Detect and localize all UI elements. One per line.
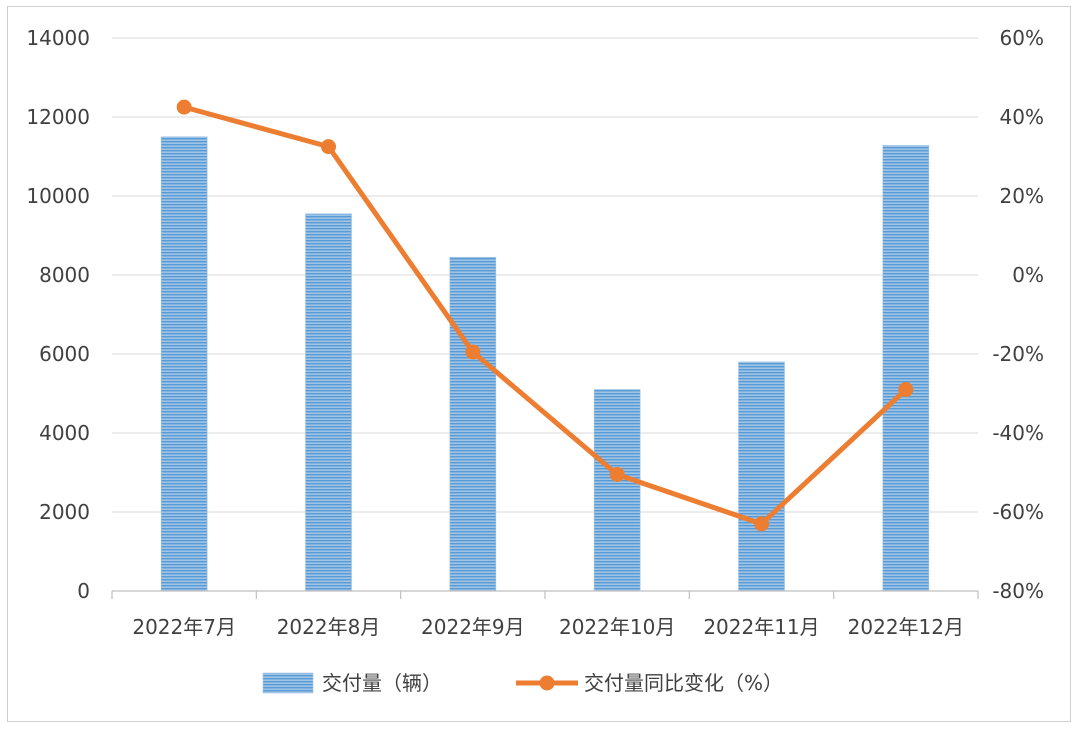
y-right-tick-label: -80% <box>992 579 1044 603</box>
y-left-tick-label: 0 <box>77 579 90 603</box>
legend-bar-label: 交付量（辆） <box>322 671 442 695</box>
bar <box>738 361 785 592</box>
bar <box>882 145 930 592</box>
line-point <box>754 516 769 532</box>
x-tick-label: 2022年9月 <box>421 615 525 639</box>
y-left-tick-label: 14000 <box>26 26 90 50</box>
axes: 0 -80% 2000 -60% 4000 -40% 6000 -20% 8000 0% 10000… <box>26 26 1044 639</box>
y-right-tick-label: 40% <box>1000 105 1044 129</box>
line-point <box>176 99 192 115</box>
legend-line-marker <box>539 675 555 691</box>
legend-bar-swatch <box>262 672 314 694</box>
gridlines <box>112 37 978 513</box>
y-right-tick-label: 20% <box>1000 184 1044 208</box>
y-right-tick-label: 0% <box>1012 263 1044 287</box>
legend-line-label: 交付量同比变化（%） <box>584 671 783 695</box>
line-point <box>321 139 336 155</box>
line-series <box>176 99 914 532</box>
y-left-tick-label: 12000 <box>26 105 90 129</box>
x-tick-label: 2022年8月 <box>277 615 381 639</box>
x-tick-label: 2022年12月 <box>848 615 964 639</box>
line-path <box>181 104 909 527</box>
bar <box>160 136 208 592</box>
bar <box>593 389 641 592</box>
y-right-tick-label: -20% <box>992 342 1044 366</box>
y-left-tick-label: 4000 <box>39 421 90 445</box>
y-left-tick-label: 10000 <box>26 184 90 208</box>
bar-series <box>160 136 930 592</box>
x-tick-label: 2022年10月 <box>559 615 675 639</box>
line-point <box>898 382 914 398</box>
y-right-tick-label: -60% <box>992 500 1044 524</box>
bar <box>305 213 352 592</box>
y-left-tick-label: 2000 <box>39 500 90 524</box>
y-left-tick-label: 6000 <box>39 342 90 366</box>
y-right-tick-label: -40% <box>992 421 1044 445</box>
bar <box>449 256 497 592</box>
x-tick-label: 2022年7月 <box>132 615 236 639</box>
y-left-tick-label: 8000 <box>39 263 90 287</box>
line-point <box>609 466 625 482</box>
legend: 交付量（辆） 交付量同比变化（%） <box>262 671 783 695</box>
line-point <box>465 344 481 360</box>
x-tick-label: 2022年11月 <box>703 615 819 639</box>
y-right-tick-label: 60% <box>1000 26 1044 50</box>
